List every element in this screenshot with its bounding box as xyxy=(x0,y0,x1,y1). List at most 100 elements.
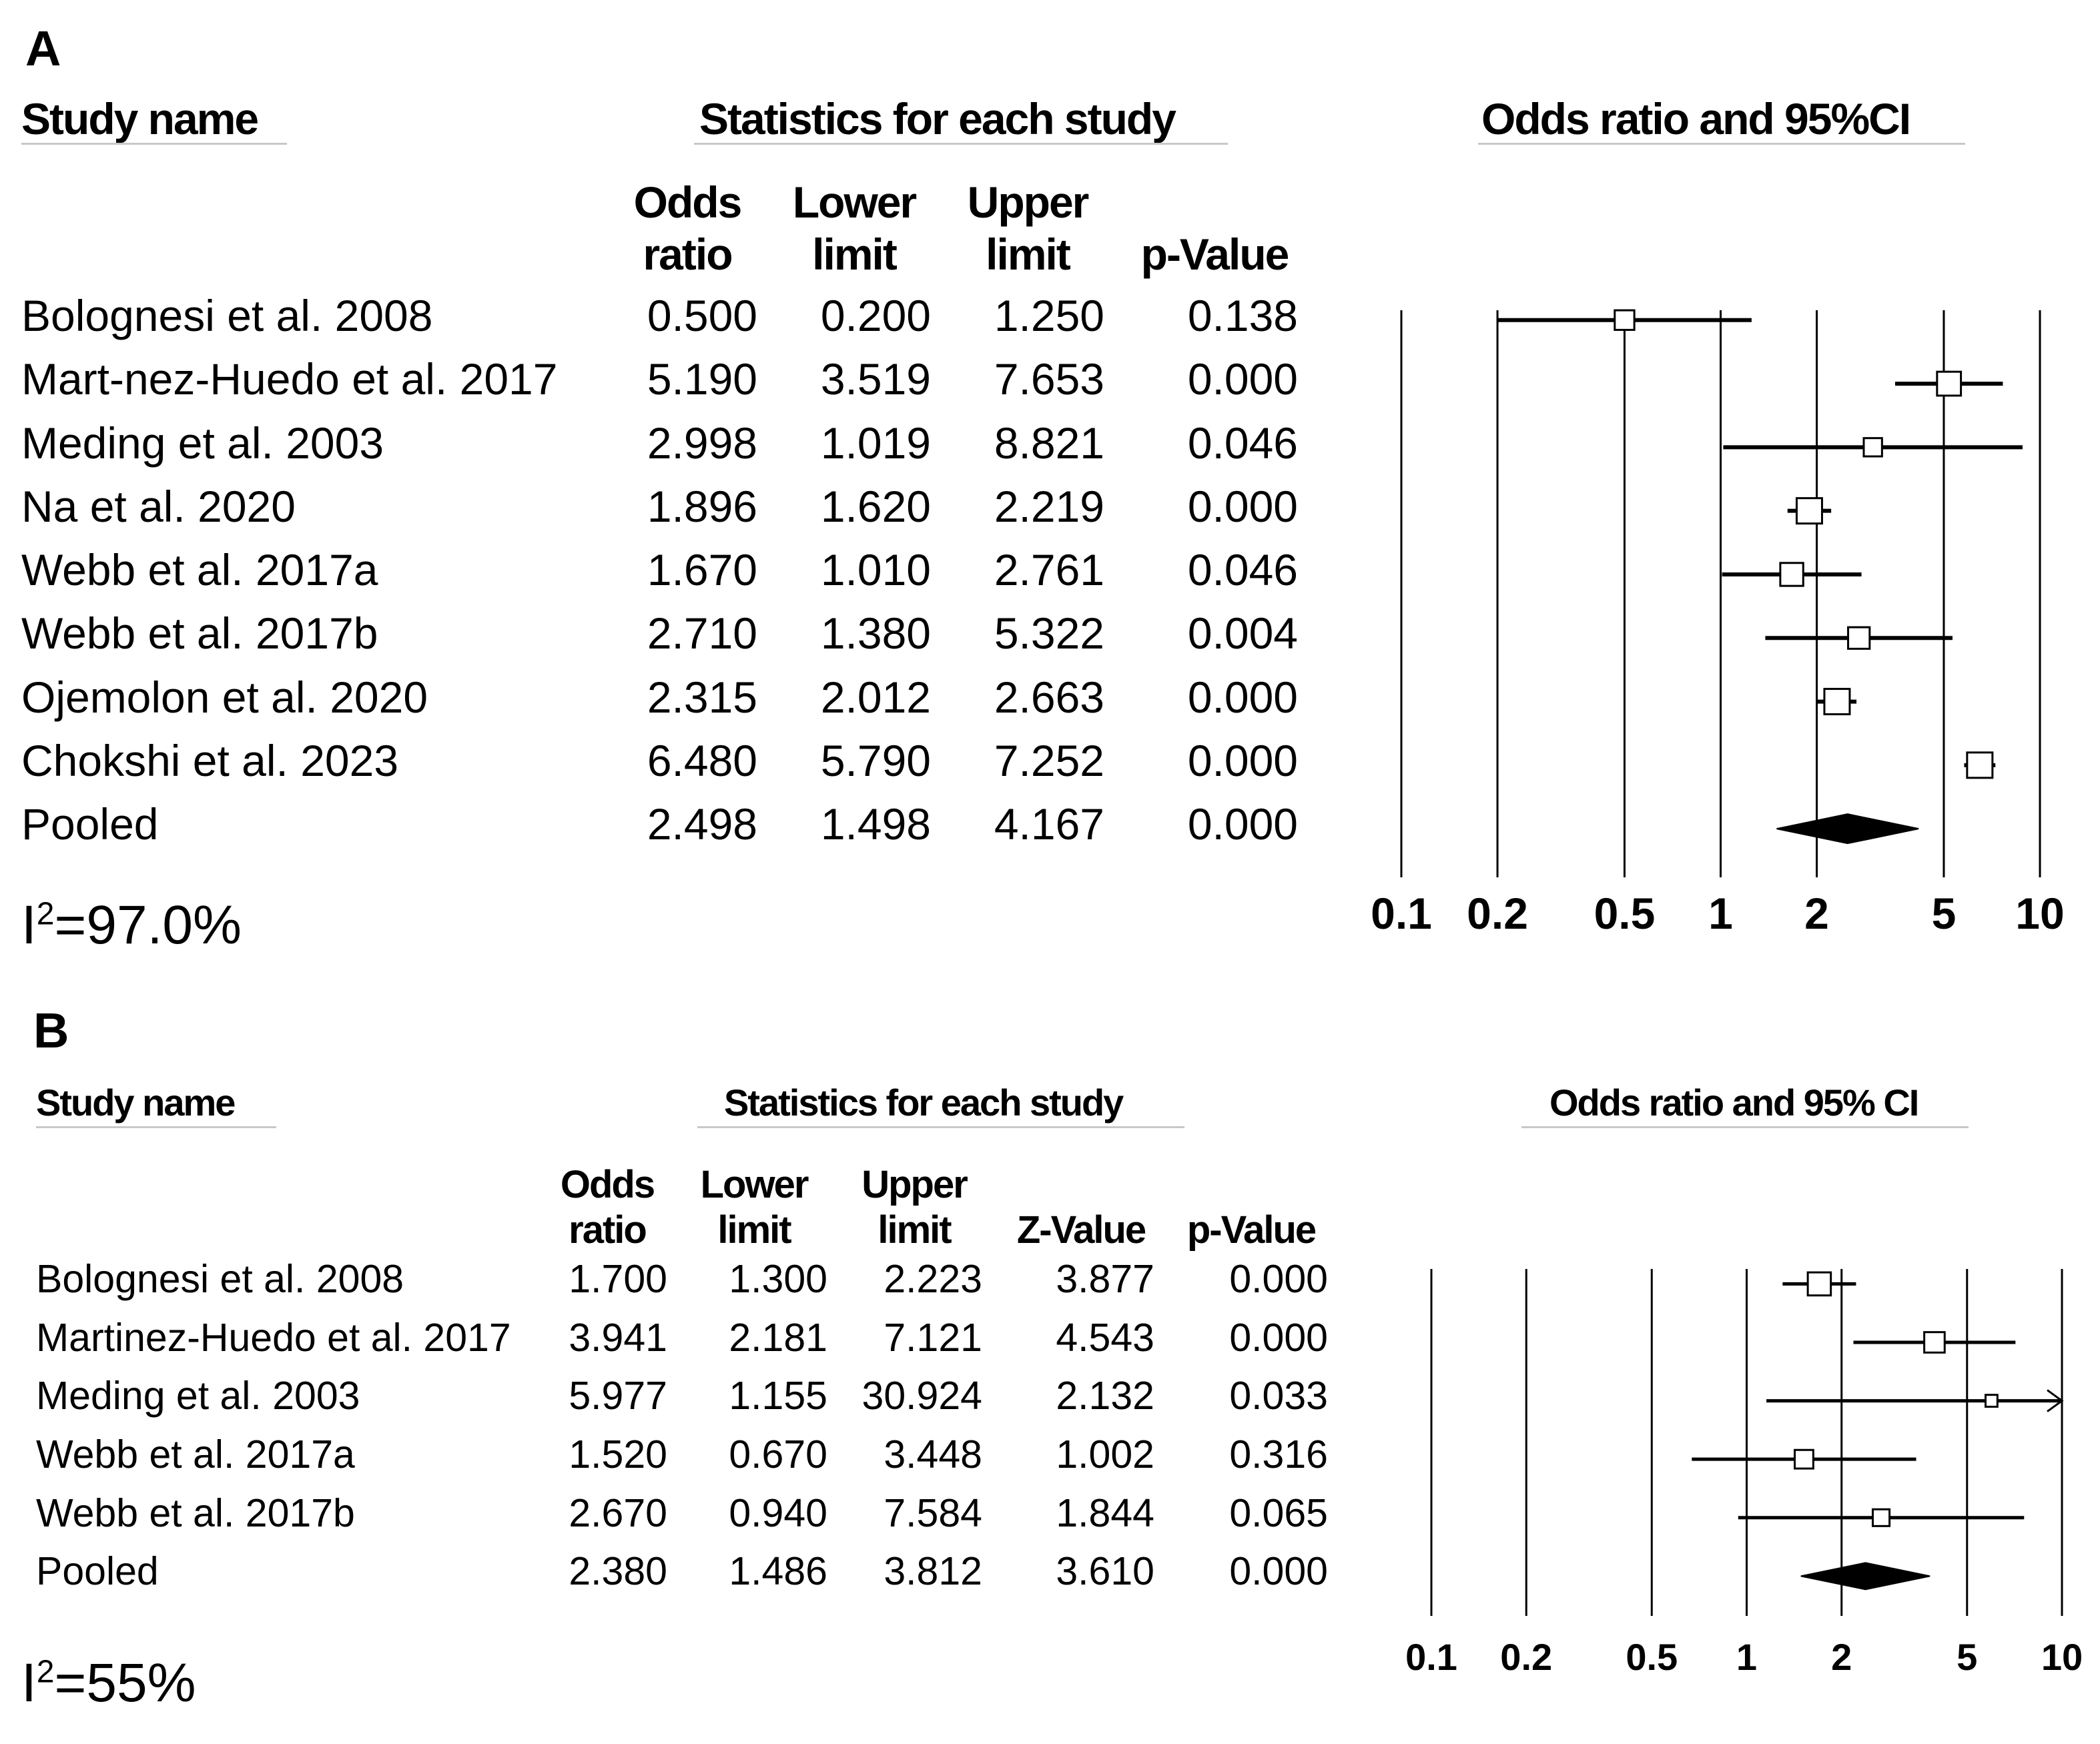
stat-cell-or: 0.500 xyxy=(647,290,757,340)
stat-cell-upper: 3.448 xyxy=(884,1432,982,1476)
x-tick-label: 10 xyxy=(2015,889,2064,938)
stat-cell-upper: 7.584 xyxy=(884,1490,982,1535)
stats-header: Statistics for each study xyxy=(699,94,1176,143)
stat-cell-upper: 5.322 xyxy=(994,608,1104,659)
point-estimate xyxy=(1923,1331,1946,1354)
study-name-cell: Webb et al. 2017a xyxy=(21,545,378,595)
forest-plot-a: 0.1 0.2 0.5 1 2 5 10 xyxy=(1371,309,2065,938)
point-estimate xyxy=(1966,751,1994,779)
study-name-cell: Bolognesi et al. 2008 xyxy=(36,1257,404,1302)
stat-cell-p: 0.000 xyxy=(1229,1257,1328,1302)
stat-cell-z: 1.002 xyxy=(1056,1432,1154,1476)
study-name-cell: Webb et al. 2017b xyxy=(21,608,378,659)
stat-cell-lower: 1.300 xyxy=(729,1257,827,1302)
pooled-diamond xyxy=(1776,813,1919,845)
point-estimate xyxy=(1779,562,1804,587)
stat-cell-or: 5.977 xyxy=(569,1374,667,1418)
point-estimate xyxy=(1823,688,1851,716)
stat-cell-z: 1.844 xyxy=(1056,1490,1154,1535)
stat-cell-lower: 5.790 xyxy=(820,736,931,786)
stat-cell-upper: 7.653 xyxy=(994,354,1104,404)
stat-cell-p: 0.000 xyxy=(1229,1549,1328,1594)
panel-label: A xyxy=(25,21,61,76)
stat-cell-or: 2.670 xyxy=(569,1490,667,1535)
heterogeneity-stat: I2=55% xyxy=(21,1653,196,1713)
header-underline xyxy=(21,143,287,145)
stat-cell-p: 0.000 xyxy=(1229,1315,1328,1360)
stat-cell-or: 2.998 xyxy=(647,418,757,468)
stat-cell-or: 3.941 xyxy=(569,1315,667,1360)
stat-cell-p: 0.000 xyxy=(1187,799,1298,849)
stat-cell-or: 2.498 xyxy=(647,799,757,849)
stat-cell-z: 3.877 xyxy=(1056,1257,1154,1302)
stat-cell-z: 4.543 xyxy=(1056,1315,1154,1360)
stat-cell-lower: 0.670 xyxy=(729,1432,827,1476)
stat-cell-lower: 1.620 xyxy=(820,481,931,531)
column-header: Odds ratio xyxy=(560,1163,655,1252)
stat-cell-p: 0.000 xyxy=(1187,672,1298,722)
study-name-cell: Chokshi et al. 2023 xyxy=(21,736,399,786)
stat-cell-p: 0.000 xyxy=(1187,736,1298,786)
stat-cell-z: 3.610 xyxy=(1056,1549,1154,1594)
header-underline xyxy=(697,1126,1184,1128)
stat-cell-p: 0.000 xyxy=(1187,481,1298,531)
x-tick-label: 0.5 xyxy=(1626,1636,1678,1678)
study-name-cell: Na et al. 2020 xyxy=(21,481,296,531)
study-name-cell: Martinez-Huedo et al. 2017 xyxy=(36,1315,511,1360)
stat-cell-p: 0.138 xyxy=(1187,290,1298,340)
forest-panel-a: A Study name Statistics for each study O… xyxy=(21,21,2065,955)
study-name-cell: Webb et al. 2017a xyxy=(36,1432,355,1476)
stat-cell-lower: 2.012 xyxy=(820,672,931,722)
heterogeneity-stat: I2=97.0% xyxy=(21,895,242,955)
stat-cell-lower: 0.200 xyxy=(820,290,931,340)
stat-cell-upper: 8.821 xyxy=(994,418,1104,468)
ci-arrow xyxy=(2047,1389,2064,1412)
stat-cell-p: 0.000 xyxy=(1187,354,1298,404)
stats-header: Statistics for each study xyxy=(724,1081,1124,1124)
x-tick-label: 0.5 xyxy=(1594,889,1656,938)
stat-cell-p: 0.046 xyxy=(1187,418,1298,468)
study-name-cell: Mart-nez-Huedo et al. 2017 xyxy=(21,354,558,404)
stat-cell-or: 6.480 xyxy=(647,736,757,786)
stat-cell-p: 0.065 xyxy=(1229,1490,1328,1535)
column-header: p-Value xyxy=(1186,1208,1317,1252)
stat-cell-lower: 3.519 xyxy=(820,354,931,404)
stat-cell-lower: 1.486 xyxy=(729,1549,827,1594)
stat-cell-p: 0.004 xyxy=(1187,608,1298,659)
x-tick-label: 0.2 xyxy=(1467,889,1528,938)
header-underline xyxy=(1521,1126,1969,1128)
study-name-cell: Bolognesi et al. 2008 xyxy=(21,290,433,340)
stat-cell-or: 1.520 xyxy=(569,1432,667,1476)
point-estimate xyxy=(1862,437,1883,458)
x-tick-label: 2 xyxy=(1804,889,1829,938)
stat-cell-or: 1.896 xyxy=(647,481,757,531)
x-tick-label: 10 xyxy=(2041,1636,2083,1678)
plot-header: Odds ratio and 95% CI xyxy=(1549,1081,1919,1124)
x-tick-label: 1 xyxy=(1708,889,1733,938)
stat-cell-or: 2.380 xyxy=(569,1549,667,1594)
stat-cell-upper: 7.121 xyxy=(884,1315,982,1360)
stat-cell-z: 2.132 xyxy=(1056,1374,1154,1418)
stat-cell-upper: 2.663 xyxy=(994,672,1104,722)
study-name-cell: Pooled xyxy=(21,799,159,849)
stat-cell-or: 5.190 xyxy=(647,354,757,404)
stat-cell-lower: 2.181 xyxy=(729,1315,827,1360)
stat-cell-lower: 1.498 xyxy=(820,799,931,849)
header-underline xyxy=(1478,143,1965,145)
column-header: Lower limit xyxy=(792,177,917,279)
stat-cell-or: 1.670 xyxy=(647,545,757,595)
column-header: Upper limit xyxy=(861,1163,968,1252)
stat-cell-lower: 0.940 xyxy=(729,1490,827,1535)
forest-plot-b: 0.1 0.2 0.5 1 2 5 10 xyxy=(1405,1269,2083,1678)
pooled-diamond xyxy=(1800,1562,1931,1591)
x-tick-label: 0.2 xyxy=(1500,1636,1552,1678)
stat-cell-p: 0.046 xyxy=(1187,545,1298,595)
panel-label: B xyxy=(33,1003,69,1058)
point-estimate xyxy=(1806,1271,1832,1297)
stat-cell-or: 2.315 xyxy=(647,672,757,722)
stat-cell-upper: 3.812 xyxy=(884,1549,982,1594)
stat-cell-or: 2.710 xyxy=(647,608,757,659)
point-estimate xyxy=(1794,1448,1814,1470)
stat-cell-upper: 2.219 xyxy=(994,481,1104,531)
study-name-cell: Ojemolon et al. 2020 xyxy=(21,672,428,722)
